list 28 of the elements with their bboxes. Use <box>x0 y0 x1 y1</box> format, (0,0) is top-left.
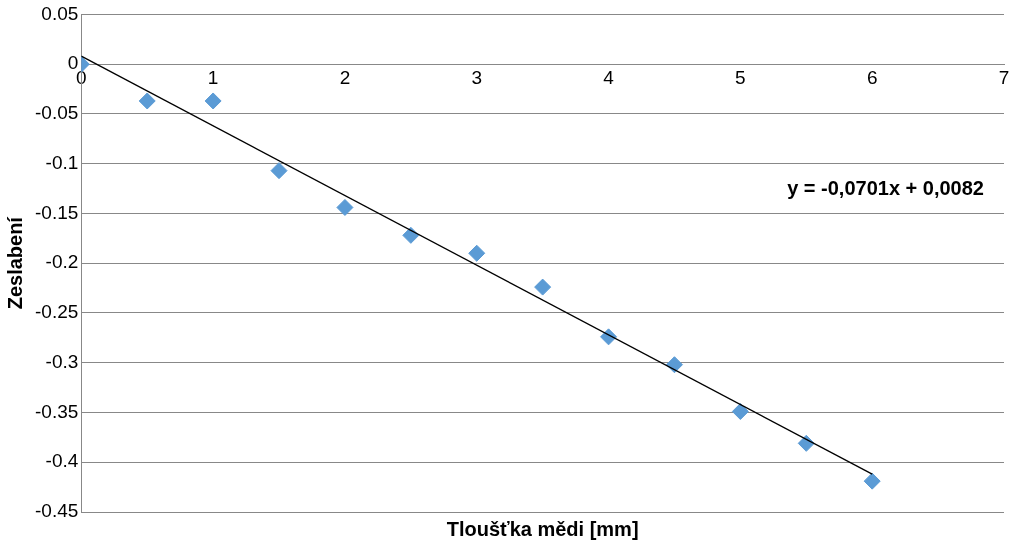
point <box>336 198 354 216</box>
x-tick-label: 3 <box>471 66 483 88</box>
x-tick-label: 4 <box>603 66 615 88</box>
point <box>731 402 749 420</box>
x-tick-label: 5 <box>735 66 746 88</box>
x-tick-label: 6 <box>866 66 878 88</box>
y-tick-label: 0.05 <box>41 2 79 24</box>
y-axis-title: Zeslabení <box>3 215 26 310</box>
point <box>534 278 552 296</box>
point <box>138 92 156 110</box>
y-tick-label: -0.35 <box>34 400 79 422</box>
point <box>468 244 486 262</box>
x-tick-label: 1 <box>207 66 219 88</box>
y-tick-label: -0.25 <box>34 301 79 323</box>
x-tick-label: 2 <box>339 66 351 88</box>
point <box>863 472 881 490</box>
y-tick-label: -0.2 <box>45 251 79 273</box>
y-tick-label: -0.4 <box>45 450 79 472</box>
y-tick-label: -0.3 <box>45 350 79 372</box>
point <box>270 162 288 180</box>
point <box>204 92 222 110</box>
annotation: y = -0,0701x + 0,0082 <box>787 176 984 199</box>
y-tick-label: -0.15 <box>34 201 79 223</box>
y-tick-label: -0.05 <box>34 102 79 124</box>
y-tick-label: -0.45 <box>34 500 79 522</box>
y-tick-label: -0.1 <box>45 151 79 173</box>
x-tick-label: 7 <box>998 66 1010 88</box>
x-axis-title: Tloušťka mědi [mm] <box>446 517 639 540</box>
